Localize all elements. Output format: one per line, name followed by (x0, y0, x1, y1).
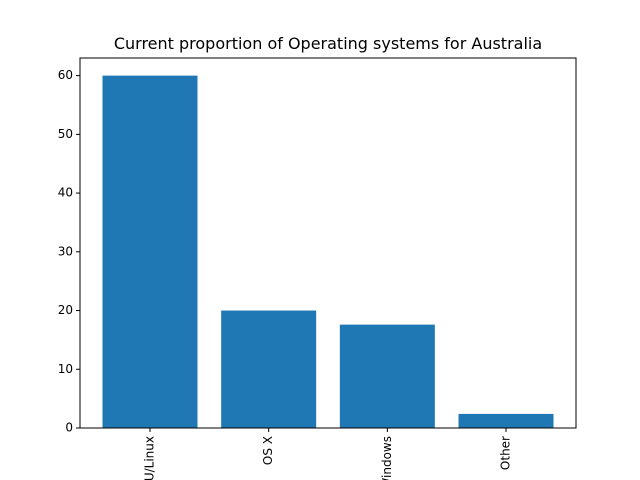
bar-other (458, 413, 554, 428)
x-tick-label: OS X (261, 436, 275, 465)
y-tick-label: 30 (58, 244, 73, 258)
y-tick-label: 50 (58, 127, 73, 141)
bar-os-x (221, 310, 317, 428)
x-tick-label: Windows (380, 436, 394, 480)
y-tick-label: 0 (65, 421, 73, 435)
x-tick-label: GNU/Linux (143, 436, 157, 480)
y-axis: 0 10 20 30 40 50 60 (58, 68, 80, 435)
bar-gnu-linux (102, 75, 198, 429)
y-tick-label: 10 (58, 362, 73, 376)
bar-windows (339, 324, 435, 428)
x-tick-label: Other (499, 436, 513, 470)
bars-layer (102, 75, 554, 429)
y-tick-label: 40 (58, 186, 73, 200)
x-axis: GNU/Linux OS X Windows Other (143, 428, 513, 480)
y-tick-label: 60 (58, 68, 73, 82)
plot-frame (79, 57, 577, 429)
chart-title: Current proportion of Operating systems … (114, 34, 542, 53)
y-tick-label: 20 (58, 303, 73, 317)
